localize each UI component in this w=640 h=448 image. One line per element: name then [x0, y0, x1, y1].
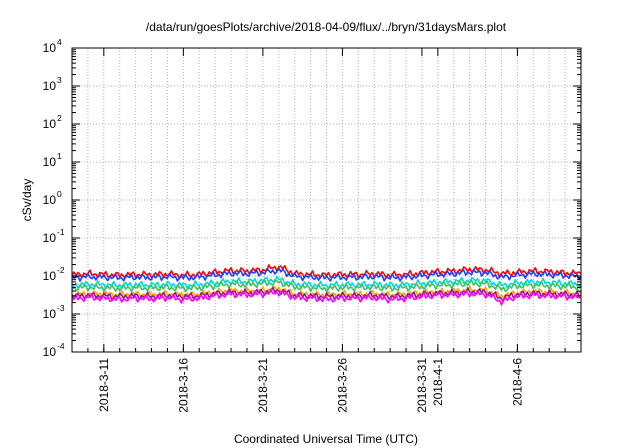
- x-tick-label: 2018-4-1: [431, 358, 445, 406]
- x-tick-label: 2018-3-21: [256, 358, 270, 413]
- y-tick-label: 10: [43, 79, 57, 93]
- x-tick-label: 2018-3-31: [415, 358, 429, 413]
- y-tick-exponent: 0: [57, 189, 62, 199]
- series-line-4: [71, 279, 582, 293]
- series-line-3: [71, 275, 582, 290]
- y-axis-label: cSv/day: [20, 179, 34, 222]
- x-axis-label: Coordinated Universal Time (UTC): [234, 432, 418, 446]
- y-tick-label: 10: [43, 117, 57, 131]
- x-tick-label: 2018-3-16: [176, 358, 190, 413]
- series-group: [71, 264, 582, 306]
- series-line-7: [71, 288, 582, 306]
- x-tick-label: 2018-3-26: [335, 358, 349, 413]
- y-tick-exponent: 3: [57, 75, 62, 85]
- y-tick-exponent: -2: [57, 265, 65, 275]
- y-tick-exponent: -4: [57, 341, 65, 351]
- y-tick-label: 10: [43, 231, 57, 245]
- y-tick-label: 10: [43, 307, 57, 321]
- y-tick-exponent: -1: [57, 227, 65, 237]
- x-tick-label: 2018-4-6: [510, 358, 524, 406]
- chart-title: /data/run/goesPlots/archive/2018-04-09/f…: [146, 20, 507, 34]
- x-axis: 2018-3-11 2018-3-16 2018-3-21 2018-3-26 2018…: [87, 48, 566, 413]
- y-tick-label: 10: [43, 193, 57, 207]
- y-tick-label: 10: [43, 345, 57, 359]
- y-tick-exponent: -3: [57, 303, 65, 313]
- y-tick-exponent: 1: [57, 151, 62, 161]
- y-tick-label: 10: [43, 155, 57, 169]
- y-tick-exponent: 4: [57, 37, 62, 47]
- y-tick-label: 10: [43, 41, 57, 55]
- y-tick-exponent: 2: [57, 113, 62, 123]
- series-line-2: [71, 267, 582, 282]
- y-tick-label: 10: [43, 269, 57, 283]
- x-tick-label: 2018-3-11: [97, 358, 111, 412]
